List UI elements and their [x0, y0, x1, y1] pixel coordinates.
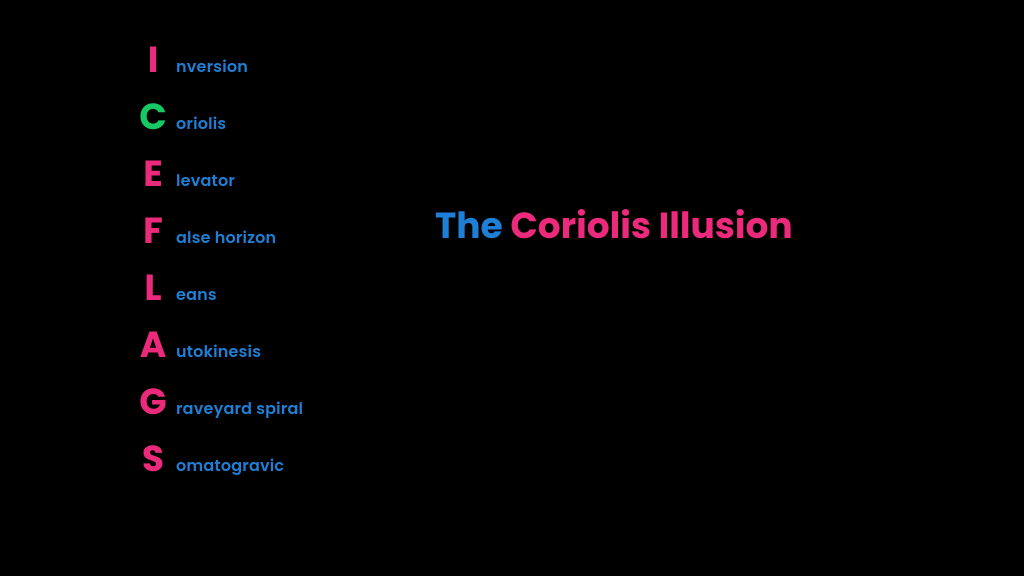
acrostic-letter: G	[130, 384, 176, 420]
acrostic-letter: I	[130, 42, 176, 78]
headline: The Coriolis Illusion	[435, 206, 793, 246]
acrostic-list: I nversion C oriolis E levator F alse ho…	[130, 42, 303, 498]
acrostic-row: S omatogravic	[130, 441, 303, 498]
acrostic-rest: eans	[176, 287, 217, 303]
acrostic-rest: oriolis	[176, 116, 226, 132]
acrostic-rest: raveyard spiral	[176, 401, 303, 417]
acrostic-rest: omatogravic	[176, 458, 284, 474]
acrostic-letter: E	[130, 156, 176, 192]
acrostic-letter: S	[130, 441, 176, 477]
acrostic-rest: utokinesis	[176, 344, 261, 360]
acrostic-rest: nversion	[176, 59, 248, 75]
acrostic-letter: C	[130, 99, 176, 135]
headline-rest: Coriolis Illusion	[510, 200, 792, 251]
acrostic-rest: alse horizon	[176, 230, 276, 246]
headline-the: The	[435, 200, 503, 251]
acrostic-letter: F	[130, 213, 176, 249]
slide: I nversion C oriolis E levator F alse ho…	[0, 0, 1024, 576]
acrostic-rest: levator	[176, 173, 235, 189]
acrostic-letter: A	[130, 327, 176, 363]
acrostic-letter: L	[130, 270, 176, 306]
